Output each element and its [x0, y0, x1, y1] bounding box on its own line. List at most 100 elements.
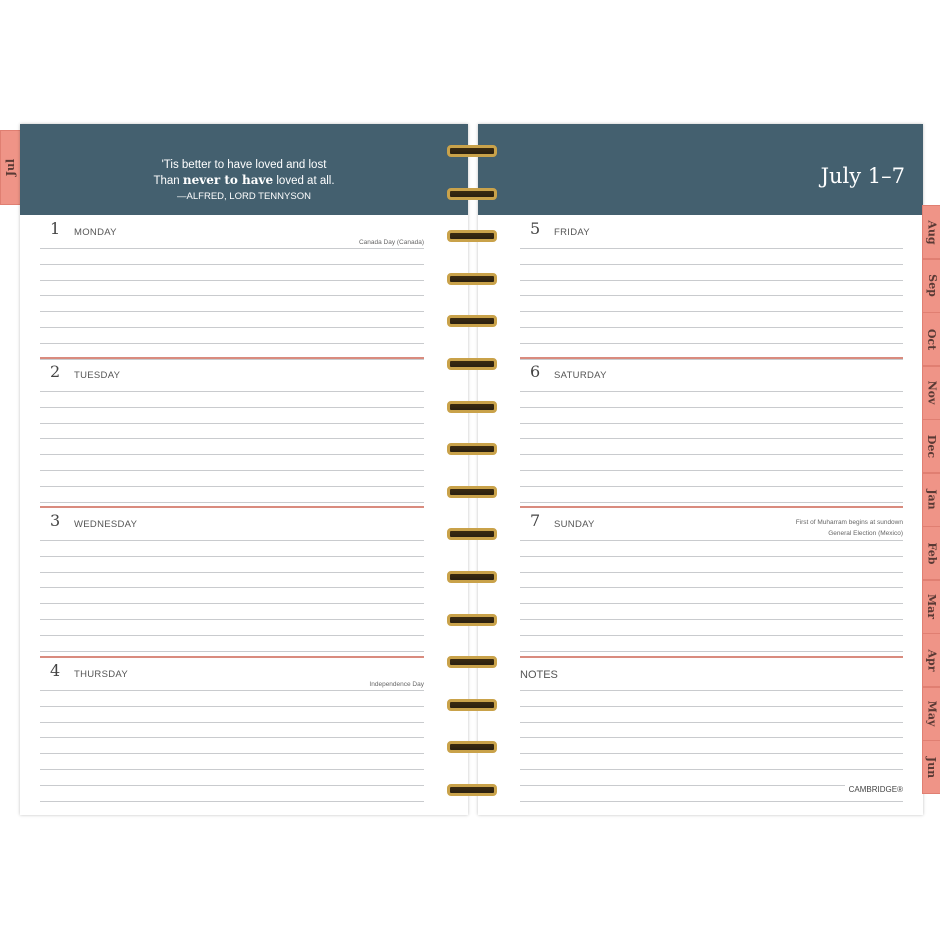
writing-line — [520, 753, 903, 755]
quote-emphasis: never to have — [182, 173, 274, 187]
tab-jun[interactable]: Jun — [922, 740, 940, 794]
spiral-ring — [447, 656, 497, 669]
writing-line — [40, 248, 424, 249]
writing-line — [520, 263, 903, 265]
tab-mar[interactable]: Mar — [922, 579, 940, 634]
tab-aug[interactable]: Aug — [922, 205, 940, 259]
writing-line — [520, 438, 903, 440]
tab-feb[interactable]: Feb — [922, 526, 940, 580]
tab-label: Oct — [925, 328, 939, 350]
day-section[interactable]: 4 THURSDAY Independence Day — [40, 657, 424, 803]
writing-line — [520, 721, 903, 723]
writing-line — [520, 634, 903, 636]
holiday-label: Canada Day (Canada) — [358, 239, 424, 246]
day-divider — [40, 656, 424, 658]
spiral-ring — [447, 230, 497, 243]
day-divider — [520, 357, 903, 359]
spiral-ring — [447, 358, 497, 370]
day-number: 2 — [50, 362, 61, 381]
quote-line-1: 'Tis better to have loved and lost — [161, 159, 327, 171]
writing-line — [40, 587, 424, 589]
tab-may[interactable]: May — [922, 686, 940, 741]
writing-line — [40, 358, 424, 360]
writing-line — [520, 603, 903, 605]
day-section[interactable]: 2 TUESDAY — [40, 358, 424, 508]
day-divider — [520, 656, 903, 658]
day-section[interactable]: 6 SATURDAY — [520, 358, 903, 508]
tab-apr[interactable]: Apr — [922, 633, 940, 687]
writing-line — [40, 470, 424, 471]
writing-line — [40, 603, 424, 605]
tab-label: Apr — [925, 648, 939, 672]
tab-label: Jan — [925, 489, 939, 510]
writing-line — [40, 311, 424, 313]
tab-sep[interactable]: Sep — [922, 258, 940, 313]
writing-line — [520, 248, 903, 249]
writing-line — [40, 634, 424, 636]
tab-jan[interactable]: Jan — [922, 472, 940, 527]
writing-line — [520, 391, 903, 392]
writing-line — [40, 737, 424, 739]
holiday-label: First of Muharram begins at sundown — [795, 519, 903, 526]
writing-line — [520, 650, 903, 652]
quote-line-2-end: loved at all. — [273, 175, 335, 187]
spiral-ring — [447, 741, 497, 754]
day-divider — [40, 357, 424, 359]
writing-line — [40, 263, 424, 265]
spiral-ring — [447, 528, 497, 541]
spiral-ring — [447, 613, 497, 626]
writing-line — [520, 358, 903, 360]
tab-label: Feb — [925, 542, 939, 564]
spiral-ring — [447, 187, 497, 200]
day-section[interactable]: 1 MONDAY Canada Day (Canada) — [40, 215, 424, 361]
spiral-ring — [447, 784, 497, 796]
tab-jul[interactable]: Jul — [0, 130, 21, 205]
writing-line — [40, 485, 424, 487]
tab-label: Aug — [925, 219, 939, 245]
left-page: 'Tis better to have loved and lost Than … — [20, 124, 468, 815]
writing-line — [40, 406, 424, 408]
day-name: MONDAY — [74, 227, 117, 238]
day-number: 3 — [50, 511, 61, 530]
day-number: 6 — [530, 362, 541, 381]
day-name: THURSDAY — [74, 669, 128, 680]
writing-line — [520, 295, 903, 297]
writing-line — [40, 571, 424, 573]
writing-line — [40, 753, 424, 755]
writing-line — [40, 769, 424, 770]
week-header: July 1–7 — [478, 124, 923, 215]
spiral-ring — [447, 315, 497, 328]
writing-line — [520, 571, 903, 573]
writing-line — [40, 619, 424, 620]
writing-line — [520, 769, 903, 770]
day-section[interactable]: 7 SUNDAY First of Muharram begins at sundo… — [520, 507, 903, 658]
writing-line — [520, 784, 903, 786]
day-divider — [40, 506, 424, 508]
tab-label: Nov — [925, 380, 939, 405]
tab-label: Sep — [925, 274, 939, 297]
writing-line — [520, 470, 903, 471]
spiral-ring — [447, 571, 497, 583]
spiral-ring — [447, 485, 497, 498]
day-section[interactable]: 5 FRIDAY — [520, 215, 903, 361]
quote-author: —ALFRED, LORD TENNYSON — [177, 191, 311, 202]
tab-oct[interactable]: Oct — [922, 312, 940, 366]
writing-line — [520, 705, 903, 707]
day-section[interactable]: 3 WEDNESDAY — [40, 507, 424, 658]
writing-line — [520, 555, 903, 557]
notes-section[interactable]: NOTES CAMBRIDGE® — [520, 657, 903, 803]
writing-line — [40, 422, 424, 424]
writing-line — [520, 279, 903, 281]
day-name: TUESDAY — [74, 370, 121, 381]
writing-line — [520, 422, 903, 424]
writing-line — [520, 737, 903, 739]
writing-line — [40, 279, 424, 281]
tab-dec[interactable]: Dec — [922, 419, 940, 473]
tab-nov[interactable]: Nov — [922, 365, 940, 420]
day-number: 5 — [530, 219, 541, 238]
writing-line — [40, 800, 424, 802]
writing-line — [520, 327, 903, 328]
writing-line — [40, 454, 424, 456]
writing-line — [40, 501, 424, 503]
day-name: WEDNESDAY — [74, 519, 138, 530]
